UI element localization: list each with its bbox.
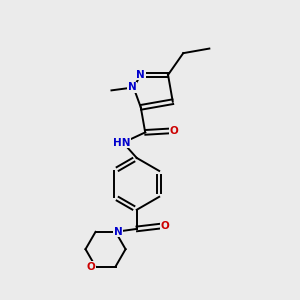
- Text: N: N: [136, 70, 145, 80]
- Text: HN: HN: [113, 138, 130, 148]
- Text: N: N: [128, 82, 136, 92]
- Text: O: O: [161, 221, 170, 231]
- Text: N: N: [113, 227, 122, 237]
- Text: O: O: [87, 262, 95, 272]
- Text: O: O: [169, 126, 178, 136]
